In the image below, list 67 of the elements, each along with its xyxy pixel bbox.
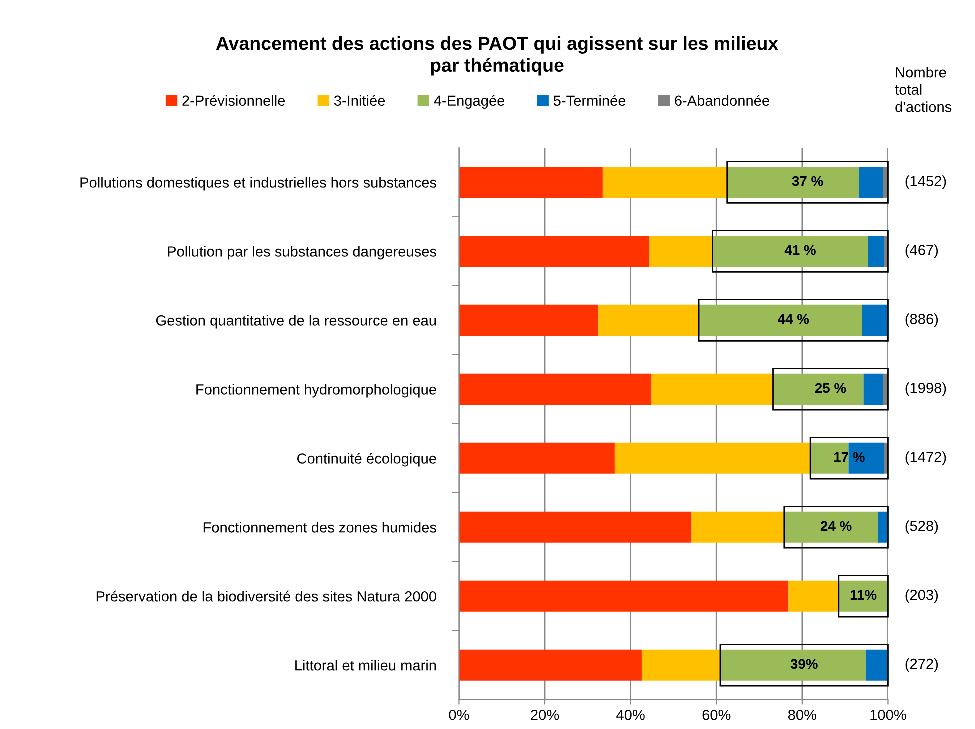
y-tick-label: Gestion quantitative de la ressource en eau bbox=[156, 315, 436, 329]
bar bbox=[642, 650, 720, 681]
legend-label: 3-Initiée bbox=[334, 95, 386, 106]
bar bbox=[651, 374, 774, 405]
y-tick-label: Continuité écologique bbox=[297, 453, 436, 467]
annotation: 37 % bbox=[792, 176, 824, 186]
bar bbox=[459, 512, 692, 543]
bar bbox=[810, 442, 849, 474]
annotation: 44 % bbox=[778, 314, 810, 324]
x-tick-label: 100% bbox=[870, 710, 906, 720]
x-tick-label: 40% bbox=[616, 710, 645, 720]
bar bbox=[614, 442, 811, 474]
bar bbox=[459, 442, 615, 474]
bar bbox=[459, 580, 789, 612]
legend-label: 5-Terminée bbox=[554, 95, 626, 106]
bar bbox=[859, 166, 884, 198]
bar bbox=[848, 442, 884, 474]
bar bbox=[459, 374, 652, 405]
bar bbox=[773, 374, 864, 405]
x-tick-label: 0% bbox=[449, 710, 470, 720]
x-tick-label: 20% bbox=[531, 710, 560, 720]
bar bbox=[459, 304, 599, 336]
legend-label: 4-Engagée bbox=[434, 95, 505, 109]
bar bbox=[459, 236, 650, 267]
bar bbox=[712, 236, 868, 267]
text: (1998) bbox=[906, 382, 946, 396]
text: (272) bbox=[906, 658, 938, 672]
bar bbox=[602, 166, 728, 198]
bar bbox=[866, 650, 888, 681]
annotation: 41 % bbox=[784, 245, 816, 256]
bar bbox=[699, 304, 862, 336]
bar bbox=[788, 580, 839, 612]
text: (1452) bbox=[906, 176, 946, 190]
bar bbox=[459, 166, 603, 198]
text: (886) bbox=[906, 314, 938, 328]
text: Nombre total d'actions bbox=[895, 67, 952, 112]
y-tick-label: Fonctionnement des zones humides bbox=[204, 522, 436, 533]
annotation: 24 % bbox=[820, 521, 852, 532]
bar bbox=[459, 650, 642, 681]
bar bbox=[864, 374, 884, 405]
text: (1472) bbox=[906, 452, 946, 466]
x-tick-label: 60% bbox=[702, 710, 731, 720]
bar bbox=[727, 166, 860, 198]
bar bbox=[598, 304, 700, 336]
bar bbox=[784, 512, 878, 543]
legend-label: 2-Prévisionnelle bbox=[182, 95, 286, 106]
bar bbox=[862, 304, 888, 336]
text: (467) bbox=[906, 244, 938, 258]
y-tick-label: Préservation de la biodiversité des sites Natura 2000 bbox=[96, 590, 436, 602]
y-tick-label: Pollution par les substances dangereuses bbox=[168, 246, 436, 260]
annotation: 39% bbox=[790, 659, 818, 670]
y-tick-label: Littoral et milieu marin bbox=[296, 660, 436, 671]
bar bbox=[692, 512, 784, 543]
chart-title: Avancement des actions des PAOT qui agissent sur les milieux par thématique bbox=[216, 36, 778, 76]
text: (528) bbox=[906, 520, 938, 534]
annotation: 25 % bbox=[815, 383, 846, 394]
y-tick-label: Fonctionnement hydromorphologique bbox=[196, 384, 436, 398]
bar bbox=[878, 512, 888, 543]
x-tick-label: 80% bbox=[788, 710, 816, 720]
text: (203) bbox=[906, 590, 938, 604]
bar bbox=[868, 236, 884, 267]
bar bbox=[720, 650, 866, 681]
y-tick-label: Pollutions domestiques et industrielles hors substances bbox=[80, 177, 436, 191]
legend-label: 6-Abandonnée bbox=[675, 95, 770, 106]
bar bbox=[650, 236, 713, 267]
annotation: 17 % bbox=[834, 452, 865, 462]
annotation: 11% bbox=[850, 590, 877, 600]
